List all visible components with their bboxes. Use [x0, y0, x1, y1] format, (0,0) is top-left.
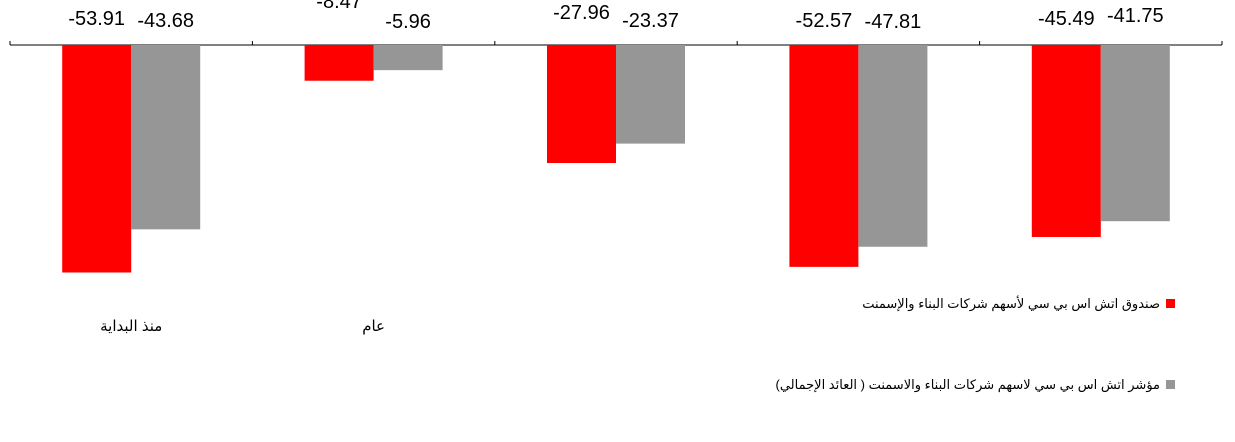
legend-label-fund: صندوق اتش اس بي سي لأسهم شركات البناء وا…	[862, 296, 1160, 311]
data-label-index-2: -23.37	[622, 10, 679, 32]
category-labels: منذ البداية عام	[100, 318, 385, 335]
category-label-1: عام	[362, 318, 385, 335]
category-label-0: منذ البداية	[100, 318, 162, 335]
legend-item-index: مؤشر اتش اس بي سي لاسهم شركات البناء وال…	[735, 377, 1175, 392]
data-label-index-1: -5.96	[385, 11, 431, 33]
bar-fund-4	[1031, 45, 1101, 237]
legend-label-index: مؤشر اتش اس بي سي لاسهم شركات البناء وال…	[775, 377, 1160, 392]
bar-fund-2	[547, 45, 616, 163]
bar-fund-3	[789, 45, 859, 267]
data-label-index-4: -41.75	[1107, 5, 1164, 27]
data-labels: -53.91 -43.68 -8.47 -5.96 -27.96 -23.37 -52.57…	[68, 0, 1163, 33]
bars	[62, 45, 1170, 273]
bar-index-2	[616, 45, 685, 144]
bar-index-3	[858, 45, 928, 247]
legend-swatch-index	[1166, 380, 1175, 389]
x-axis	[9, 41, 1223, 46]
bar-fund-0	[62, 45, 132, 273]
data-label-fund-1: -8.47	[316, 0, 362, 13]
bar-index-0	[131, 45, 201, 230]
legend-swatch-fund	[1166, 299, 1175, 308]
legend: صندوق اتش اس بي سي لأسهم شركات البناء وا…	[735, 296, 1175, 392]
bar-index-1	[373, 45, 443, 71]
bar-fund-1	[304, 45, 374, 81]
data-label-index-0: -43.68	[137, 10, 194, 32]
data-label-fund-3: -52.57	[796, 10, 853, 32]
bar-index-4	[1100, 45, 1170, 222]
data-label-index-3: -47.81	[865, 11, 922, 33]
data-label-fund-4: -45.49	[1038, 8, 1095, 30]
data-label-fund-2: -27.96	[553, 2, 610, 24]
legend-item-fund: صندوق اتش اس بي سي لأسهم شركات البناء وا…	[735, 296, 1175, 311]
data-label-fund-0: -53.91	[68, 8, 125, 30]
